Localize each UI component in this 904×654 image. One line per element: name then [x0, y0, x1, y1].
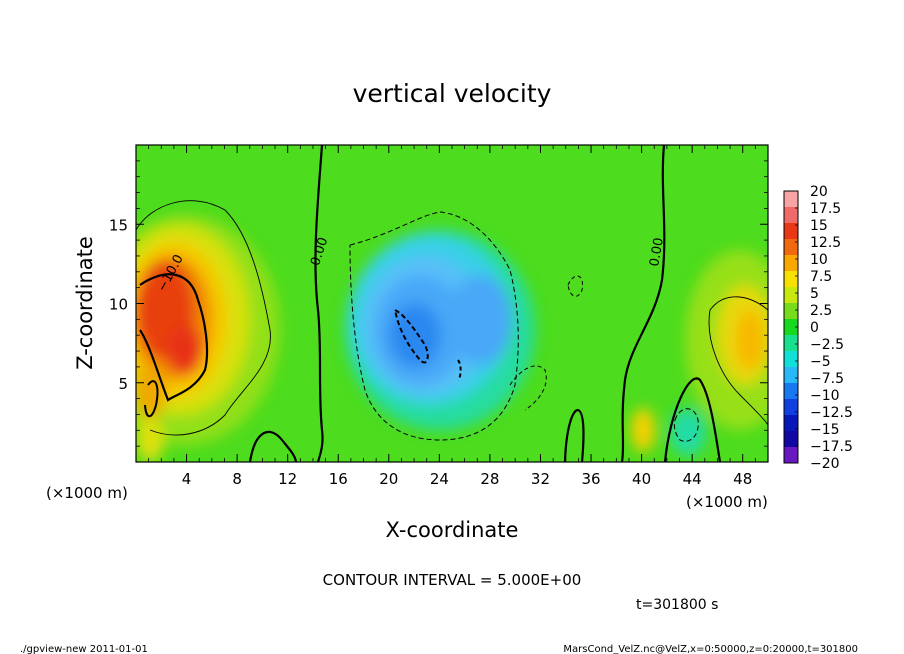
- colorbar-swatch-6: [784, 287, 798, 304]
- x-tick-label-4: 20: [379, 470, 398, 488]
- colorbar-swatch-3: [784, 239, 798, 256]
- colorbar-label-9: −2.5: [810, 337, 844, 353]
- colorbar-label-16: −20: [810, 456, 840, 472]
- colorbar-swatch-16: [784, 447, 798, 464]
- contour-interval: CONTOUR INTERVAL = 5.000E+00: [323, 571, 582, 589]
- colorbar-swatch-9: [784, 335, 798, 352]
- colorbar-label-15: −17.5: [810, 439, 853, 455]
- colorbar-swatch-5: [784, 271, 798, 288]
- colorbar-swatch-10: [784, 351, 798, 368]
- x-tick-label-11: 48: [733, 470, 752, 488]
- x-tick-label-2: 12: [278, 470, 297, 488]
- colorbar-swatch-0: [784, 191, 798, 208]
- x-axis: 4 8 12 16 20 24 28 32 36 40 44 48: [148, 145, 756, 488]
- colorbar-swatch-14: [784, 415, 798, 432]
- x-tick-label-3: 16: [329, 470, 348, 488]
- chart-title: vertical velocity: [353, 79, 552, 108]
- colorbar-label-10: −5: [810, 354, 831, 370]
- colorbar-label-4: 10: [810, 252, 828, 268]
- colorbar-label-6: 5: [810, 286, 819, 302]
- colorbar-label-12: −10: [810, 388, 840, 404]
- footer-right: MarsCond_VelZ.nc@VelZ,x=0:50000,z=0:2000…: [563, 644, 858, 654]
- colorbar-swatch-1: [784, 207, 798, 224]
- colorbar-label-13: −12.5: [810, 405, 853, 421]
- x-tick-label-8: 36: [581, 470, 600, 488]
- x-tick-label-0: 4: [182, 470, 192, 488]
- x-axis-label: X-coordinate: [386, 518, 519, 542]
- colorbar-swatch-12: [784, 383, 798, 400]
- colorbar-label-3: 12.5: [810, 235, 841, 251]
- x-tick-label-7: 32: [531, 470, 550, 488]
- colorbar-label-1: 17.5: [810, 201, 841, 217]
- colorbar-label-14: −15: [810, 422, 840, 438]
- y-axis-label: Z-coordinate: [73, 236, 97, 370]
- colorbar-swatch-8: [784, 319, 798, 336]
- colorbar-label-2: 15: [810, 218, 828, 234]
- colorbar-swatch-13: [784, 399, 798, 416]
- contour-lines: [136, 145, 768, 462]
- x-unit-right: (×1000 m): [686, 493, 768, 511]
- x-tick-label-9: 40: [632, 470, 651, 488]
- contour-label-2: 0.00: [647, 237, 667, 268]
- time-label: t=301800 s: [636, 597, 718, 613]
- x-tick-label-1: 8: [232, 470, 242, 488]
- colorbar-swatch-11: [784, 367, 798, 384]
- colorbar-label-5: 7.5: [810, 269, 832, 285]
- x-tick-label-6: 28: [480, 470, 499, 488]
- colorbar-swatch-2: [784, 223, 798, 240]
- field-shading: [136, 215, 768, 462]
- colorbar-swatch-15: [784, 431, 798, 448]
- y-tick-label-2: 15: [109, 216, 128, 234]
- x-tick-label-10: 44: [683, 470, 702, 488]
- y-tick-label-0: 5: [118, 375, 128, 393]
- colorbar-label-11: −7.5: [810, 371, 844, 387]
- x-unit-left: (×1000 m): [46, 484, 128, 502]
- colorbar-label-8: 0: [810, 320, 819, 336]
- y-tick-label-1: 10: [109, 296, 128, 314]
- colorbar: 2017.51512.5107.552.50−2.5−5−7.5−10−12.5…: [783, 184, 853, 472]
- x-tick-label-5: 24: [430, 470, 449, 488]
- colorbar-swatch-4: [784, 255, 798, 272]
- colorbar-label-0: 20: [810, 184, 828, 200]
- plot-area: [136, 145, 768, 462]
- colorbar-label-7: 2.5: [810, 303, 832, 319]
- colorbar-swatch-7: [784, 303, 798, 320]
- y-axis: 5 10 15: [109, 160, 768, 447]
- footer-left: ./gpview-new 2011-01-01: [20, 644, 148, 654]
